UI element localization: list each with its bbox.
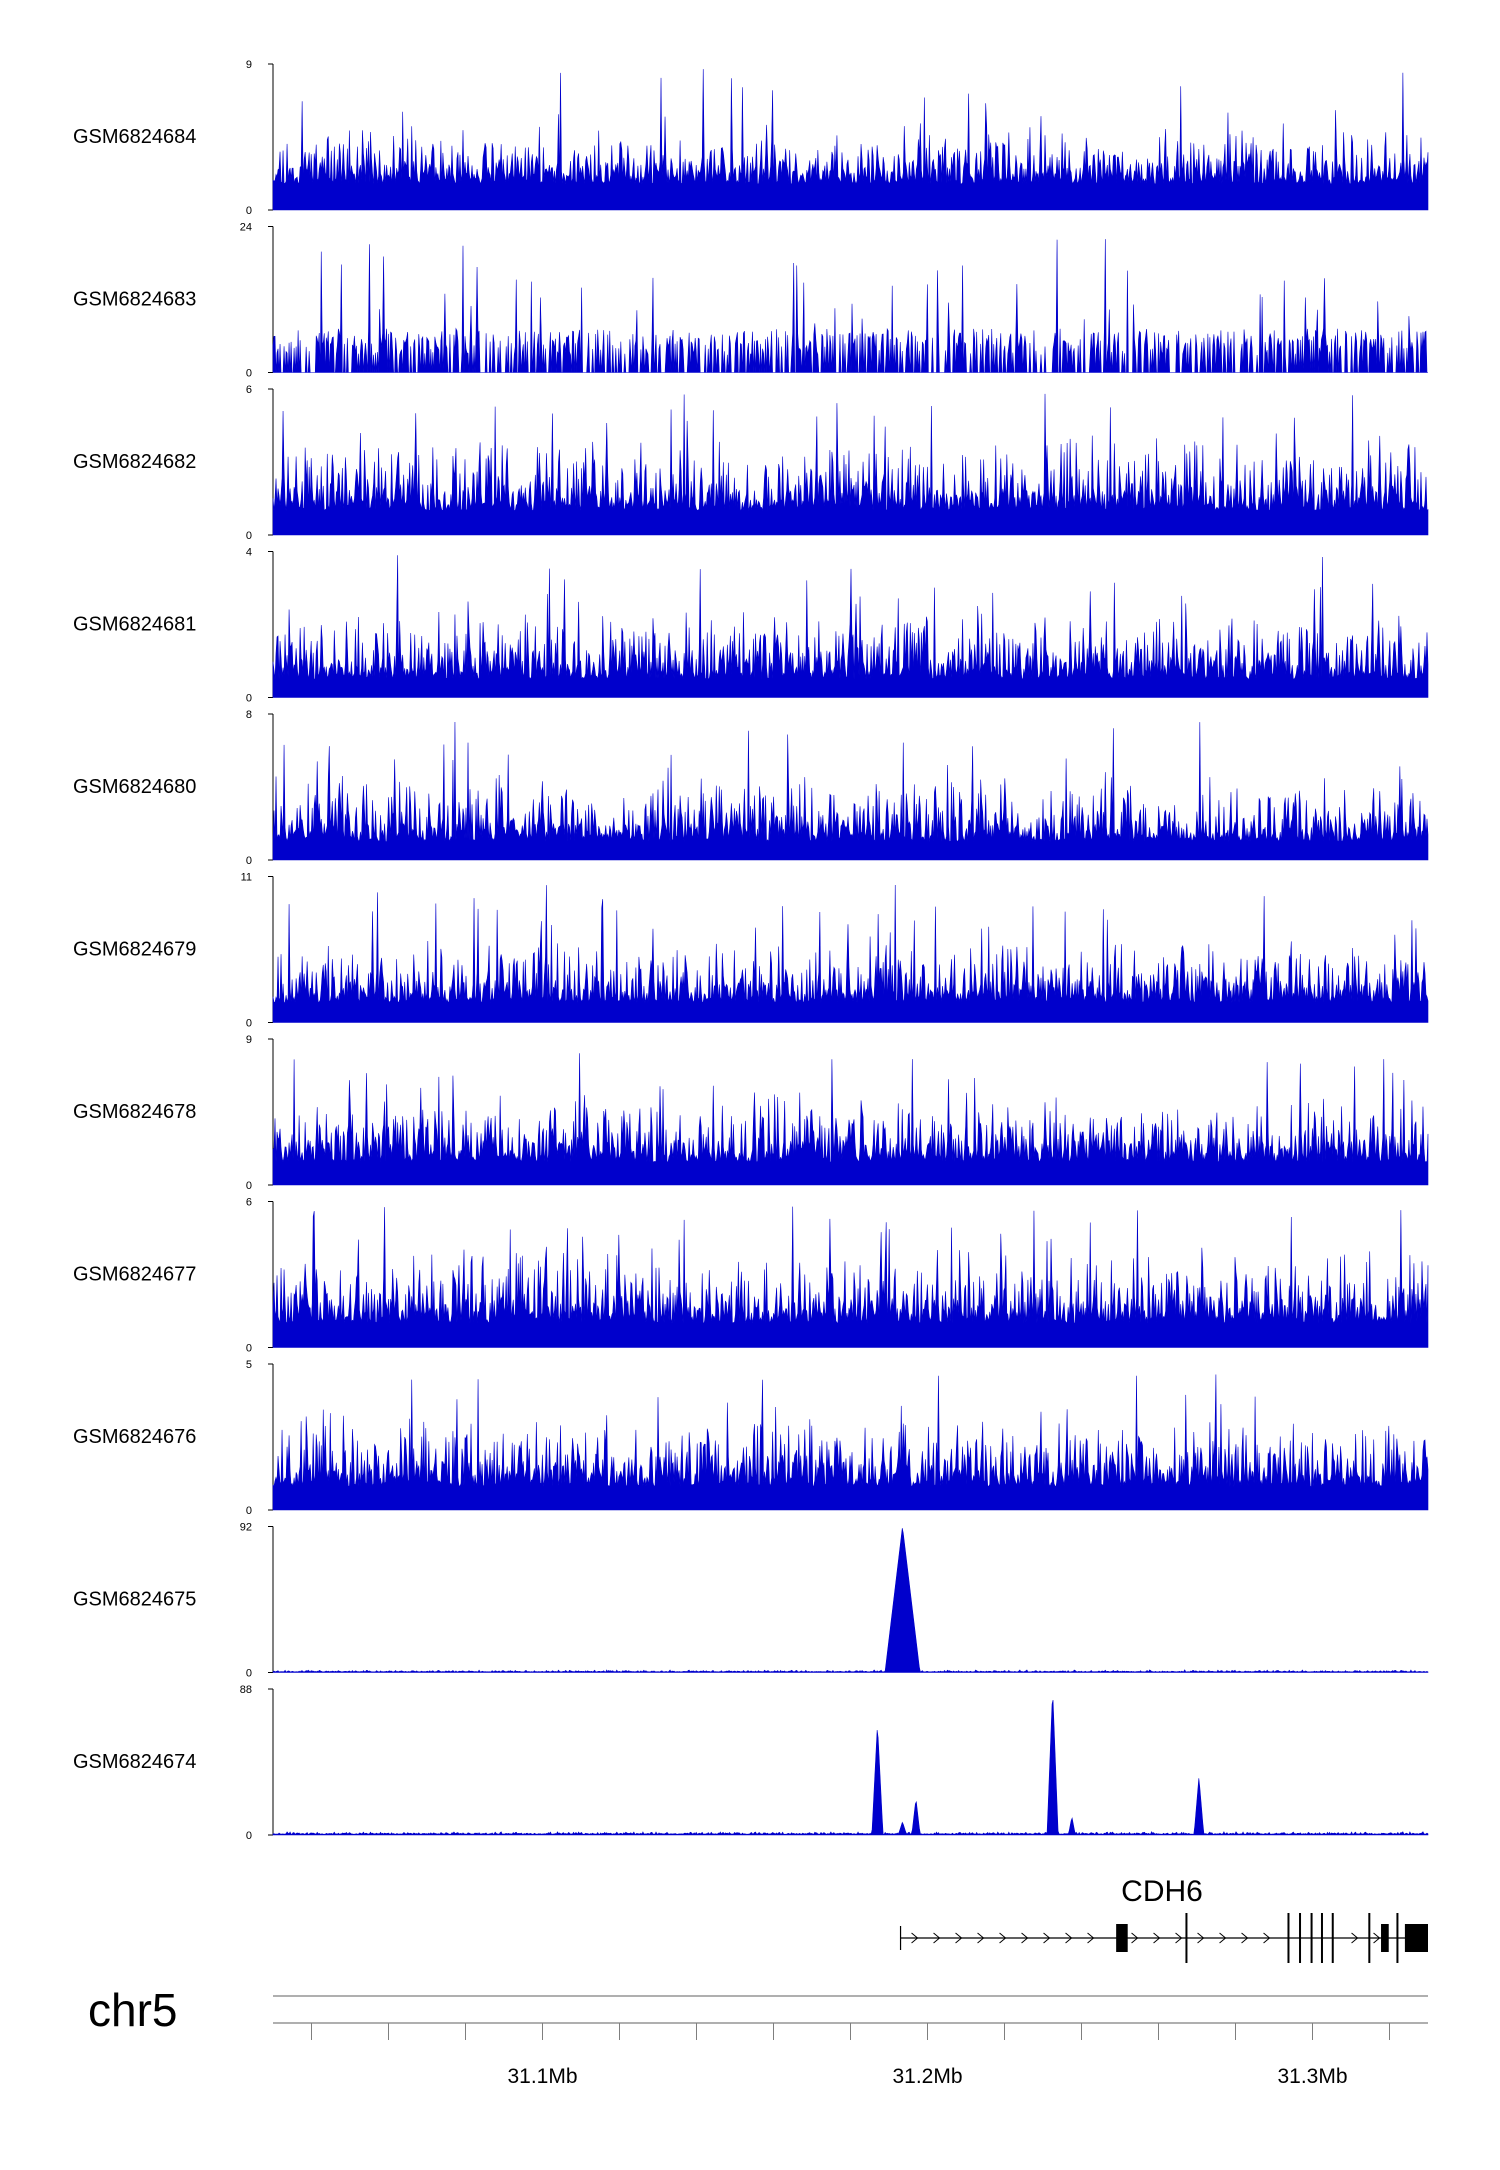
signal-area <box>272 1206 1429 1348</box>
gene-exon <box>1368 1913 1371 1963</box>
track-GSM6824678: GSM6824678 9 0 <box>73 1034 1429 1192</box>
y-max-label: 9 <box>246 1034 252 1046</box>
gene-exon <box>1287 1913 1290 1963</box>
strand-arrow <box>977 1932 985 1944</box>
track-GSM6824681: GSM6824681 4 0 <box>73 547 1429 705</box>
track-label: GSM6824684 <box>73 126 196 148</box>
strand-arrow <box>1043 1932 1051 1944</box>
signal-area <box>272 1374 1429 1511</box>
strand-arrow <box>1197 1932 1205 1944</box>
strand-arrow <box>1241 1932 1249 1944</box>
y-min-label: 0 <box>246 1668 252 1680</box>
y-max-label: 88 <box>240 1684 252 1696</box>
signal-area <box>272 393 1429 536</box>
track-GSM6824684: GSM6824684 9 0 <box>73 59 1429 217</box>
y-min-label: 0 <box>246 1830 252 1842</box>
y-max-label: 8 <box>246 709 252 721</box>
y-min-label: 0 <box>246 1505 252 1517</box>
track-label: GSM6824676 <box>73 1426 196 1448</box>
strand-arrow <box>933 1932 941 1944</box>
track-label: GSM6824681 <box>73 614 196 636</box>
y-max-label: 92 <box>240 1522 252 1534</box>
signal-area <box>272 1700 1429 1836</box>
track-label: GSM6824677 <box>73 1264 196 1286</box>
signal-area <box>272 239 1428 373</box>
track-label: GSM6824680 <box>73 776 196 798</box>
strand-arrow <box>1021 1932 1029 1944</box>
strand-arrow <box>1065 1932 1073 1944</box>
gene-exon <box>1299 1913 1302 1963</box>
axis-tick-label: 31.1Mb <box>507 2065 577 2088</box>
track-GSM6824683: GSM6824683 24 0 <box>73 222 1428 380</box>
strand-arrow <box>999 1932 1007 1944</box>
strand-arrow <box>955 1932 963 1944</box>
strand-arrow <box>1373 1932 1381 1944</box>
genomic-axis: chr5 31.1Mb 31.2Mb 31.3Mb <box>88 1984 1428 2088</box>
strand-arrow <box>911 1932 919 1944</box>
gene-exon <box>1185 1913 1188 1963</box>
strand-arrow <box>1131 1932 1139 1944</box>
track-label: GSM6824678 <box>73 1101 196 1123</box>
gene-exon <box>1320 1913 1323 1963</box>
signal-area <box>272 1053 1429 1186</box>
track-GSM6824676: GSM6824676 5 0 <box>73 1359 1429 1517</box>
axis-tick-label: 31.2Mb <box>892 2065 962 2088</box>
track-GSM6824682: GSM6824682 6 0 <box>73 384 1429 542</box>
signal-area <box>272 555 1429 698</box>
gene-annotation-track: CDH6 <box>899 1875 1428 1963</box>
track-GSM6824680: GSM6824680 8 0 <box>73 709 1429 867</box>
axis-tick-label: 31.3Mb <box>1277 2065 1347 2088</box>
gene-exon <box>1116 1924 1128 1952</box>
track-label: GSM6824675 <box>73 1589 196 1611</box>
y-max-label: 4 <box>246 547 252 559</box>
track-GSM6824675: GSM6824675 92 0 <box>73 1522 1429 1680</box>
y-min-label: 0 <box>246 530 252 542</box>
y-min-label: 0 <box>246 1343 252 1355</box>
gene-label: CDH6 <box>1121 1875 1203 1908</box>
y-max-label: 6 <box>246 384 252 396</box>
strand-arrow <box>1351 1932 1359 1944</box>
strand-arrow <box>1263 1932 1271 1944</box>
track-label: GSM6824679 <box>73 939 196 961</box>
chromosome-label: chr5 <box>88 1984 177 2036</box>
track-label: GSM6824682 <box>73 451 196 473</box>
signal-area <box>272 69 1429 211</box>
strand-arrow <box>1175 1932 1183 1944</box>
signal-area <box>272 885 1429 1023</box>
y-min-label: 0 <box>246 1180 252 1192</box>
gene-exon <box>1396 1913 1399 1963</box>
strand-arrow <box>1087 1932 1095 1944</box>
y-min-label: 0 <box>246 1018 252 1030</box>
gene-exon <box>1381 1924 1389 1952</box>
y-max-label: 5 <box>246 1359 252 1371</box>
y-max-label: 11 <box>241 872 252 884</box>
y-min-label: 0 <box>246 205 252 217</box>
y-max-label: 9 <box>246 59 252 71</box>
signal-area <box>272 1528 1429 1673</box>
track-GSM6824674: GSM6824674 88 0 <box>73 1684 1429 1842</box>
track-GSM6824679: GSM6824679 11 0 <box>73 872 1429 1030</box>
track-label: GSM6824674 <box>73 1751 196 1773</box>
signal-area <box>272 721 1429 861</box>
strand-arrow <box>1153 1932 1161 1944</box>
gene-exon <box>1310 1913 1313 1963</box>
y-min-label: 0 <box>246 368 252 380</box>
gene-exon <box>1331 1913 1334 1963</box>
gene-exon <box>1404 1924 1428 1952</box>
strand-arrow <box>1219 1932 1227 1944</box>
y-max-label: 6 <box>246 1197 252 1209</box>
track-label: GSM6824683 <box>73 289 196 311</box>
y-min-label: 0 <box>246 693 252 705</box>
signal-tracks: GSM682468490GSM6824683240GSM682468260GSM… <box>73 59 1429 1842</box>
y-max-label: 24 <box>240 222 252 234</box>
y-min-label: 0 <box>246 855 252 867</box>
track-GSM6824677: GSM6824677 6 0 <box>73 1197 1429 1355</box>
